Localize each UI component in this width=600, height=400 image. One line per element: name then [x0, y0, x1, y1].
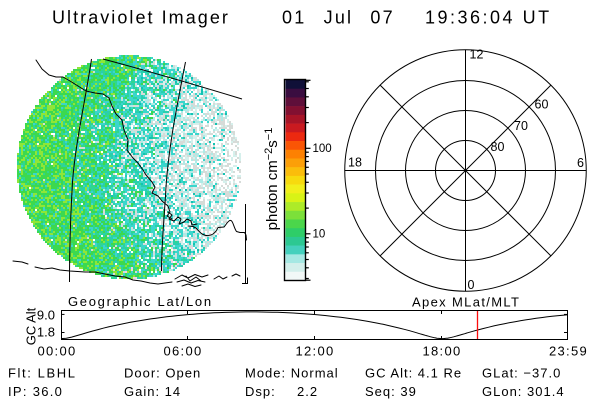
svg-text:18:00: 18:00	[422, 344, 461, 359]
svg-text:IP: 36.0: IP: 36.0	[8, 384, 63, 399]
svg-text:1.8: 1.8	[37, 325, 55, 340]
svg-text:Door: Open: Door: Open	[124, 366, 201, 381]
svg-text:00:00: 00:00	[37, 344, 76, 359]
svg-text:Flt: LBHL: Flt: LBHL	[8, 366, 77, 381]
svg-text:12: 12	[470, 48, 484, 62]
svg-text:Dsp:: Dsp:	[245, 384, 276, 399]
svg-text:photon cm−2s−1: photon cm−2s−1	[263, 128, 281, 231]
svg-text:23:59: 23:59	[549, 344, 588, 359]
svg-text:6: 6	[577, 156, 584, 170]
svg-text:0: 0	[468, 278, 475, 292]
svg-text:12:00: 12:00	[295, 344, 334, 359]
svg-text:01 Jul 07: 01 Jul 07	[282, 8, 395, 28]
svg-text:Mode: Normal: Mode: Normal	[245, 366, 339, 381]
svg-text:80: 80	[491, 140, 505, 154]
svg-text:18: 18	[348, 156, 362, 170]
svg-text:Seq: 39: Seq: 39	[365, 384, 417, 399]
svg-text:60: 60	[535, 98, 549, 112]
svg-text:GC Alt: GC Alt	[24, 307, 39, 345]
svg-text:Gain: 14: Gain: 14	[124, 384, 181, 399]
svg-text:19:36:04 UT: 19:36:04 UT	[425, 8, 552, 28]
svg-text:100: 100	[313, 143, 332, 155]
svg-text:06:00: 06:00	[163, 344, 202, 359]
svg-text:GLon: 301.4: GLon: 301.4	[482, 384, 565, 399]
svg-text:2.2: 2.2	[297, 384, 318, 399]
svg-text:GLat: −37.0: GLat: −37.0	[482, 366, 561, 381]
svg-text:Geographic Lat/Lon: Geographic Lat/Lon	[68, 294, 213, 309]
svg-text:9.0: 9.0	[37, 308, 55, 323]
svg-text:GC Alt: 4.1 Re: GC Alt: 4.1 Re	[365, 366, 462, 381]
svg-text:70: 70	[514, 119, 528, 133]
svg-text:10: 10	[313, 228, 326, 240]
svg-text:Apex MLat/MLT: Apex MLat/MLT	[412, 295, 520, 310]
svg-text:Ultraviolet Imager: Ultraviolet Imager	[52, 8, 230, 28]
